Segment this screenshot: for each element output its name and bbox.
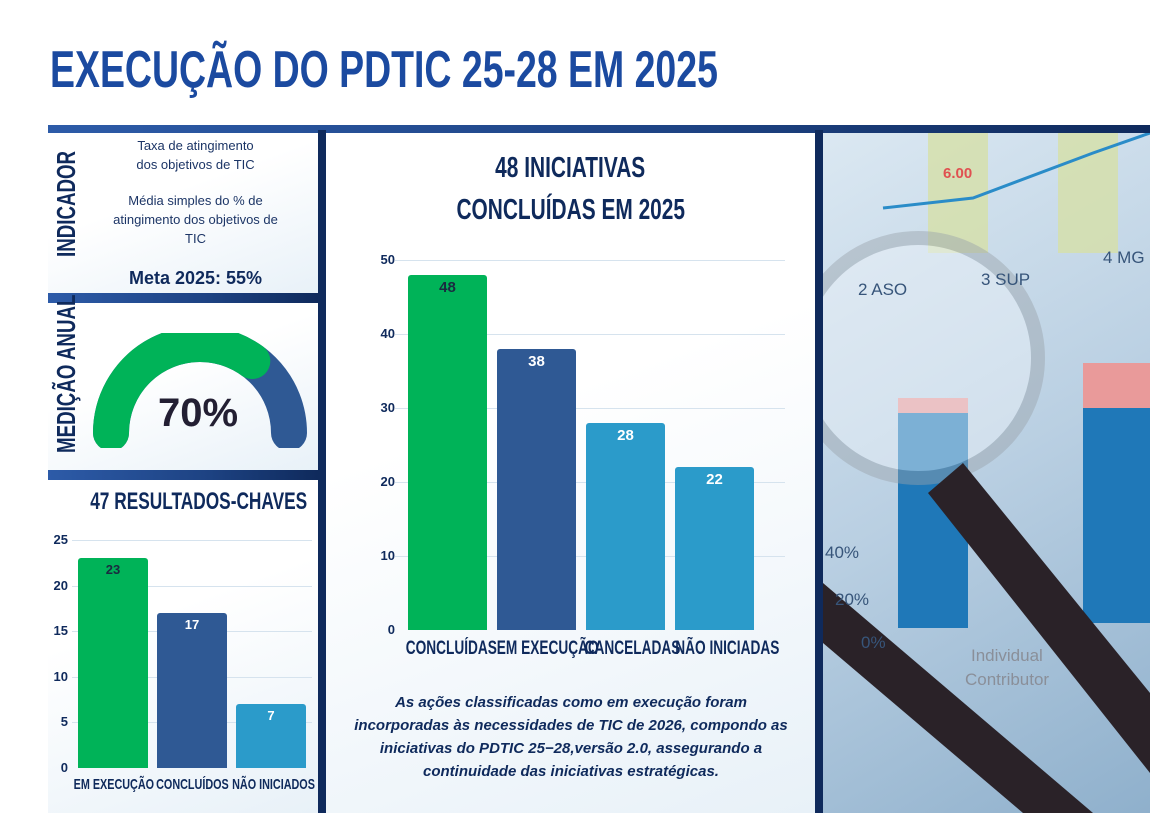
x-tick-label: EM EXECUÇÃO — [477, 638, 599, 660]
gridline — [395, 408, 785, 409]
chart1-title-2: CONCLUÍDAS EM 2025 — [456, 194, 685, 226]
svg-text:4 MG: 4 MG — [1103, 248, 1145, 267]
top-band — [48, 125, 1150, 133]
y-tick-label: 50 — [380, 252, 395, 267]
bar — [675, 467, 754, 630]
y-tick-label: 40 — [380, 326, 395, 341]
bar-value-label: 7 — [267, 708, 275, 724]
indicator-name-2: dos objetivos de TIC — [136, 157, 255, 172]
gauge-fill — [93, 333, 271, 448]
y-tick-label: 0 — [387, 622, 395, 637]
indicator-description-2: atingimento dos objetivos de — [113, 212, 278, 227]
x-tick-label: CONCLUÍDAS — [388, 638, 507, 660]
svg-text:6.00: 6.00 — [943, 165, 972, 182]
divider — [318, 130, 326, 813]
x-tick-text: NÃO INICIADOS — [232, 776, 315, 793]
target-text: Meta 2025: 55% — [128, 268, 263, 288]
x-tick-text: NÃO INICIADAS — [675, 638, 780, 659]
svg-text:0%: 0% — [861, 633, 886, 652]
indicator-panel: INDICADOR Taxa de atingimento dos objeti… — [48, 133, 318, 293]
gauge — [93, 333, 307, 448]
gauge-value: 70% — [157, 391, 239, 435]
indicator-description: Média simples do % de — [128, 193, 263, 208]
x-tick-label: CANCELADAS — [566, 638, 685, 660]
x-tick-label: NÃO INICIADOS — [216, 776, 326, 793]
magnifier-photo: 6.00 2 ASO 3 SUP 4 MG 40% 20% 0% Individ… — [823, 133, 1150, 813]
x-tick-text: CONCLUÍDOS — [155, 776, 229, 793]
gridline — [72, 540, 312, 541]
x-tick-text: EM EXECUÇÃO — [496, 638, 599, 659]
indicator-description-3: TIC — [185, 231, 206, 246]
chart2-title: 47 RESULTADOS-CHAVES — [90, 488, 308, 515]
bar-value-label: 38 — [528, 352, 545, 370]
annual-side-label: MEDIÇÃO ANUAL — [51, 294, 81, 453]
bar — [157, 612, 227, 768]
x-tick-label: EM EXECUÇÃO — [58, 776, 168, 793]
y-tick-label: 25 — [53, 532, 68, 547]
x-tick-text: CANCELADAS — [584, 638, 681, 659]
chart1-title: 48 INICIATIVAS — [495, 152, 646, 184]
y-tick-label: 5 — [60, 714, 68, 730]
svg-text:20%: 20% — [835, 590, 869, 609]
bar-value-label: 17 — [184, 616, 200, 632]
x-tick-text: EM EXECUÇÃO — [73, 776, 155, 793]
divider — [815, 130, 823, 813]
gridline — [395, 260, 785, 261]
band — [48, 470, 318, 480]
gridline — [72, 585, 312, 587]
svg-text:Individual: Individual — [971, 646, 1043, 665]
y-tick-label: 0 — [60, 760, 68, 775]
bar — [586, 422, 665, 630]
photo-illustration: 6.00 2 ASO 3 SUP 4 MG 40% 20% 0% Individ… — [823, 133, 1150, 813]
annual-panel: MEDIÇÃO ANUAL 70% — [48, 295, 318, 470]
y-tick-label: 10 — [53, 668, 68, 684]
svg-text:Contributor: Contributor — [965, 670, 1049, 689]
indicator-name: Taxa de atingimento — [137, 138, 254, 153]
band — [48, 293, 318, 303]
bar-value-label: 28 — [617, 426, 634, 444]
bar — [497, 348, 576, 630]
bar-value-label: 48 — [439, 278, 456, 296]
y-tick-label: 20 — [53, 577, 68, 593]
bar-value-label: 23 — [105, 562, 121, 578]
y-tick-label: 30 — [380, 400, 395, 415]
x-tick-text: CONCLUÍDAS — [405, 638, 497, 659]
y-tick-label: 10 — [380, 548, 395, 563]
svg-text:2 ASO: 2 ASO — [858, 280, 907, 299]
gridline — [395, 334, 785, 335]
note-text: As ações classificadas como em execução … — [354, 694, 788, 780]
bar — [408, 274, 487, 630]
bar — [236, 704, 306, 768]
page-title: EXECUÇÃO DO PDTIC 25-28 EM 2025 — [50, 41, 718, 99]
bar-value-label: 22 — [706, 471, 723, 489]
y-tick-label: 15 — [53, 623, 68, 639]
bar — [78, 558, 148, 768]
svg-text:40%: 40% — [825, 543, 859, 562]
x-tick-label: CONCLUÍDOS — [137, 776, 247, 793]
y-tick-label: 20 — [380, 474, 395, 489]
x-tick-label: NÃO INICIADAS — [655, 638, 779, 660]
svg-text:3 SUP: 3 SUP — [981, 270, 1030, 289]
